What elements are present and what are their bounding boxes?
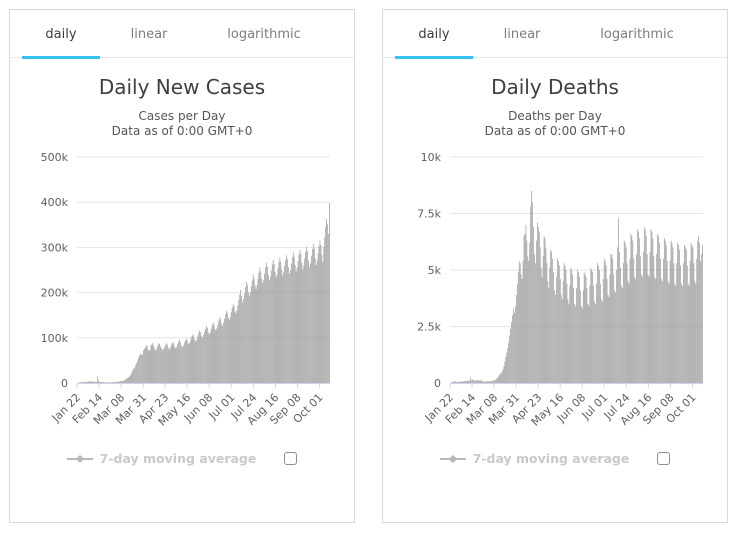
cases-subtitle-line2: Data as of 0:00 GMT+0 (111, 124, 253, 138)
svg-text:7.5k: 7.5k (417, 208, 441, 221)
svg-text:5k: 5k (428, 264, 442, 277)
deaths-scale-tabs: daily linear logarithmic (383, 10, 727, 59)
tab-logarithmic[interactable]: logarithmic (227, 27, 301, 42)
svg-text:300k: 300k (41, 241, 69, 254)
deaths-subtitle-line1: Deaths per Day (508, 109, 602, 123)
tab-linear[interactable]: linear (503, 27, 541, 42)
cases-subtitle-line1: Cases per Day (138, 109, 226, 123)
tab-daily[interactable]: daily (22, 27, 100, 59)
cases-chart-subtitle: Cases per Day Data as of 0:00 GMT+0 (10, 109, 354, 139)
svg-text:10k: 10k (421, 151, 442, 164)
cases-legend-label: 7-day moving average (99, 451, 257, 466)
cases-legend: 7-day moving average (10, 451, 354, 466)
svg-text:100k: 100k (41, 332, 69, 345)
daily-new-cases-card: daily linear logarithmic Daily New Cases… (9, 9, 355, 523)
page: daily linear logarithmic Daily New Cases… (9, 9, 728, 523)
deaths-chart-title: Daily Deaths (491, 75, 619, 99)
tab-logarithmic[interactable]: logarithmic (600, 27, 674, 42)
svg-text:400k: 400k (41, 196, 69, 209)
daily-deaths-chart: 0 2.5k 5k 7.5k 10k Jan 22 Feb 14 Mar 08 Mar 31 Ap… (383, 143, 727, 443)
daily-new-cases-chart: 0 100k 200k 300k 400k 500k Jan 22 Feb 14 Mar 08 M… (10, 143, 354, 443)
tab-linear[interactable]: linear (130, 27, 168, 42)
cases-scale-tabs: daily linear logarithmic (10, 10, 354, 59)
daily-deaths-card: daily linear logarithmic Daily Deaths De… (382, 9, 728, 523)
deaths-legend-checkbox[interactable] (657, 452, 671, 465)
cases-chart-title: Daily New Cases (98, 75, 266, 99)
deaths-chart-subtitle: Deaths per Day Data as of 0:00 GMT+0 (383, 109, 727, 139)
deaths-legend-item-7day-average[interactable]: 7-day moving average (439, 451, 630, 466)
tab-daily[interactable]: daily (395, 27, 473, 59)
svg-text:0: 0 (434, 377, 441, 390)
cases-legend-checkbox[interactable] (284, 452, 298, 465)
svg-text:0: 0 (61, 377, 68, 390)
deaths-legend-label: 7-day moving average (472, 451, 630, 466)
deaths-subtitle-line2: Data as of 0:00 GMT+0 (484, 124, 626, 138)
cases-legend-item-7day-average[interactable]: 7-day moving average (66, 451, 257, 466)
svg-text:200k: 200k (41, 287, 69, 300)
line-marker-icon (439, 454, 466, 463)
line-marker-icon (66, 454, 93, 463)
svg-text:2.5k: 2.5k (417, 321, 441, 334)
deaths-legend: 7-day moving average (383, 451, 727, 466)
svg-text:500k: 500k (41, 151, 69, 164)
